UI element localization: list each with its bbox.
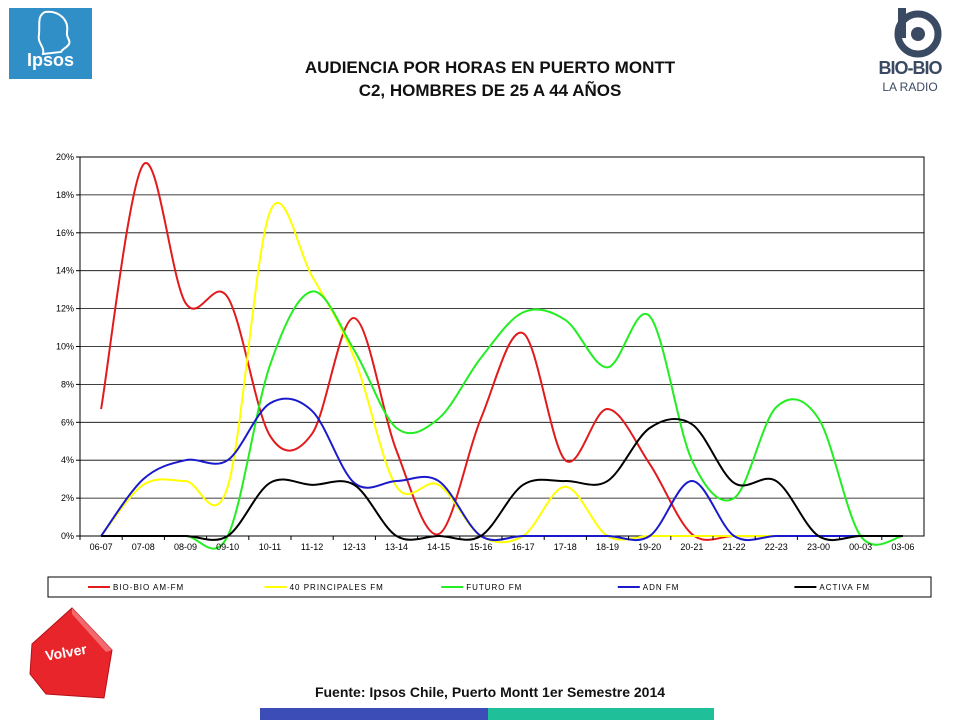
legend-box	[47, 576, 932, 598]
legend-label-2: FUTURO FM	[466, 583, 522, 592]
y-tick-label: 18%	[56, 190, 74, 200]
y-tick-label: 12%	[56, 304, 74, 314]
line-layer	[100, 162, 904, 550]
x-tick-label: 19-20	[638, 542, 661, 552]
x-tick-label: 12-13	[343, 542, 366, 552]
legend-label-0: BIO-BIO AM-FM	[113, 583, 184, 592]
x-tick-label: 10-11	[259, 542, 281, 552]
audience-chart: 0% 2% 4% 6% 8% 10% 12% 14% 16% 18% 20% 06-07 07-08 08…	[38, 140, 935, 600]
biobio-logo: BIO-BIO LA RADIO	[868, 6, 952, 104]
y-tick-label: 4%	[61, 455, 74, 465]
ipsos-head-icon	[37, 10, 71, 56]
y-tick-label: 10%	[56, 342, 74, 352]
y-tick-label: 2%	[61, 493, 74, 503]
biobio-logo-name: BIO-BIO	[878, 58, 943, 78]
y-tick-label: 14%	[56, 266, 74, 276]
x-tick-label: 16-17	[512, 542, 535, 552]
y-tick-label: 8%	[61, 379, 74, 389]
volver-button[interactable]	[28, 604, 116, 700]
chart-legend: BIO-BIO AM-FM 40 PRINCIPALES FM FUTURO FM A…	[47, 576, 932, 598]
series-line-4	[101, 417, 903, 542]
y-tick-label: 0%	[61, 531, 74, 541]
y-tick-label: 16%	[56, 228, 74, 238]
title-line-1: AUDIENCIA POR HORAS EN PUERTO MONTT	[304, 58, 676, 77]
legend-label-4: ACTIVA FM	[819, 583, 870, 592]
grid-layer	[79, 156, 925, 537]
x-tick-label: 03-06	[891, 542, 914, 552]
page-title: AUDIENCIA POR HORAS EN PUERTO MONTT C2, …	[240, 56, 740, 102]
y-tick-label: 6%	[61, 417, 74, 427]
biobio-emblem-icon	[894, 8, 942, 58]
series-line-0	[100, 162, 903, 541]
x-tick-label: 21-22	[723, 542, 746, 552]
series-line-1	[100, 201, 903, 544]
legend-label-3: ADN FM	[643, 583, 680, 592]
x-tick-label: 23-00	[807, 542, 830, 552]
x-tick-label: 18-19	[596, 542, 619, 552]
biobio-logo-sub: LA RADIO	[882, 80, 938, 94]
x-tick-label: 17-18	[554, 542, 577, 552]
ipsos-logo-text: Ipsos	[26, 50, 74, 70]
x-tick-label: 06-07	[90, 542, 113, 552]
x-tick-label: 22-23	[765, 542, 788, 552]
title-line-2: C2, HOMBRES DE 25 A 44 AÑOS	[358, 81, 622, 100]
axis-layer: 0% 2% 4% 6% 8% 10% 12% 14% 16% 18% 20% 06-07 07-08 08…	[56, 152, 914, 552]
x-tick-label: 14-15	[427, 542, 450, 552]
x-tick-label: 11-12	[301, 542, 323, 552]
legend-label-1: 40 PRINCIPALES FM	[290, 583, 384, 592]
x-tick-label: 08-09	[174, 542, 197, 552]
x-tick-label: 13-14	[385, 542, 408, 552]
ipsos-logo: Ipsos	[9, 8, 92, 79]
x-tick-label: 20-21	[680, 542, 703, 552]
x-tick-label: 00-03	[849, 542, 872, 552]
x-tick-label: 15-16	[469, 542, 492, 552]
series-line-3	[100, 397, 903, 542]
x-tick-label: 09-10	[216, 542, 239, 552]
footer-bar-blue	[260, 708, 488, 720]
chart-svg: 0% 2% 4% 6% 8% 10% 12% 14% 16% 18% 20% 06-07 07-08 08…	[47, 152, 932, 598]
footer-bar-teal	[488, 708, 714, 720]
x-tick-label: 07-08	[132, 542, 155, 552]
y-tick-label: 20%	[56, 152, 74, 162]
series-line-2	[101, 290, 904, 550]
source-note: Fuente: Ipsos Chile, Puerto Montt 1er Se…	[314, 684, 666, 700]
